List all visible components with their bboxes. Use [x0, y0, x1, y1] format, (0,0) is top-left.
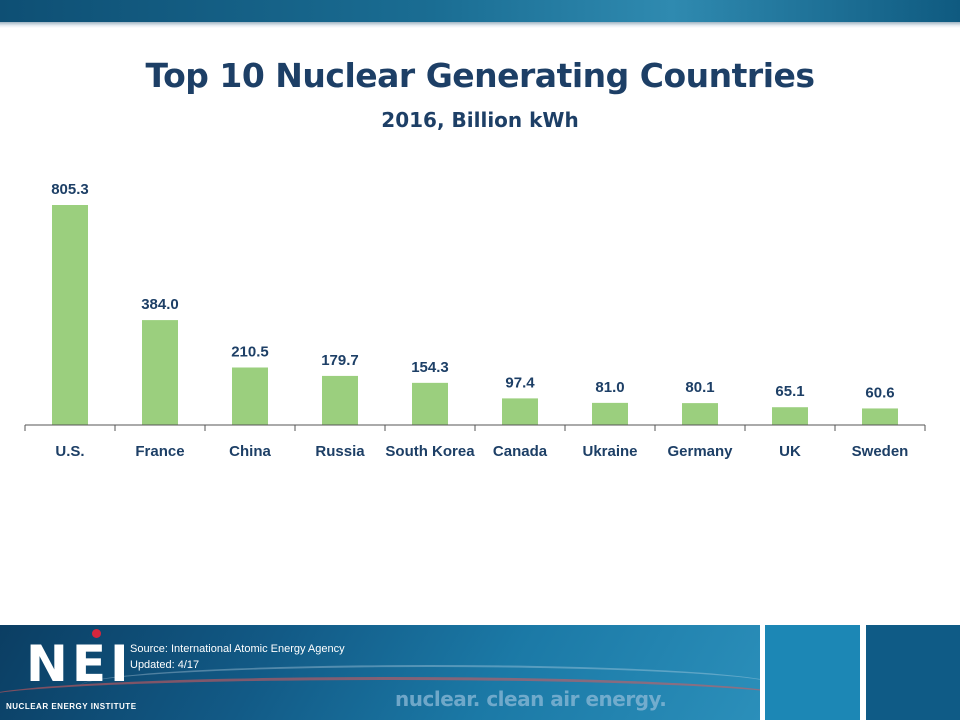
- bar: [52, 205, 88, 425]
- logo-dot-icon: [92, 629, 101, 638]
- bar: [232, 367, 268, 425]
- footer: NEI NUCLEAR ENERGY INSTITUTE Source: Int…: [0, 625, 960, 720]
- category-label: Russia: [315, 443, 365, 460]
- category-label: France: [135, 443, 184, 460]
- bar: [682, 403, 718, 425]
- data-label: 81.0: [595, 379, 624, 396]
- footer-divider: [760, 625, 765, 720]
- bar: [142, 320, 178, 425]
- category-label: Canada: [493, 443, 548, 460]
- bar: [322, 375, 358, 425]
- source-note: Source: International Atomic Energy Agen…: [130, 641, 345, 673]
- data-label: 384.0: [141, 296, 179, 313]
- data-label: 60.6: [865, 384, 894, 401]
- data-label: 97.4: [505, 374, 535, 391]
- category-label: UK: [779, 443, 801, 460]
- footer-block: [866, 625, 960, 720]
- updated-text: Updated: 4/17: [130, 659, 200, 671]
- logo-subtitle: NUCLEAR ENERGY INSTITUTE: [6, 702, 137, 711]
- data-label: 210.5: [231, 343, 269, 360]
- tagline: nuclear. clean air energy.: [395, 687, 667, 711]
- category-label: South Korea: [385, 443, 475, 460]
- data-label: 65.1: [775, 383, 804, 400]
- category-label: China: [229, 443, 271, 460]
- footer-block: [765, 625, 860, 720]
- category-label: Sweden: [852, 443, 909, 460]
- top-banner-shadow: [0, 22, 960, 28]
- data-label: 80.1: [685, 379, 714, 396]
- nei-logo: NEI: [26, 635, 133, 693]
- data-label: 154.3: [411, 359, 449, 376]
- bar: [772, 407, 808, 425]
- footer-wave-decoration: [80, 665, 780, 707]
- chart-subtitle: 2016, Billion kWh: [381, 108, 579, 132]
- bar: [862, 408, 898, 425]
- bar: [412, 382, 448, 425]
- data-label: 179.7: [321, 352, 359, 369]
- bar-chart: 805.3 U.S. 384.0 France 210.5 China 179.7 Russi…: [24, 181, 926, 460]
- source-text: Source: International Atomic Energy Agen…: [130, 643, 345, 655]
- data-label: 805.3: [51, 181, 89, 198]
- category-label: Ukraine: [582, 443, 637, 460]
- bar: [502, 398, 538, 425]
- category-label: Germany: [667, 443, 733, 460]
- category-label: U.S.: [55, 443, 84, 460]
- footer-divider: [861, 625, 866, 720]
- chart-title: Top 10 Nuclear Generating Countries: [145, 56, 815, 95]
- footer-background: NEI NUCLEAR ENERGY INSTITUTE Source: Int…: [0, 625, 800, 720]
- top-banner: [0, 0, 960, 22]
- bar: [592, 402, 628, 425]
